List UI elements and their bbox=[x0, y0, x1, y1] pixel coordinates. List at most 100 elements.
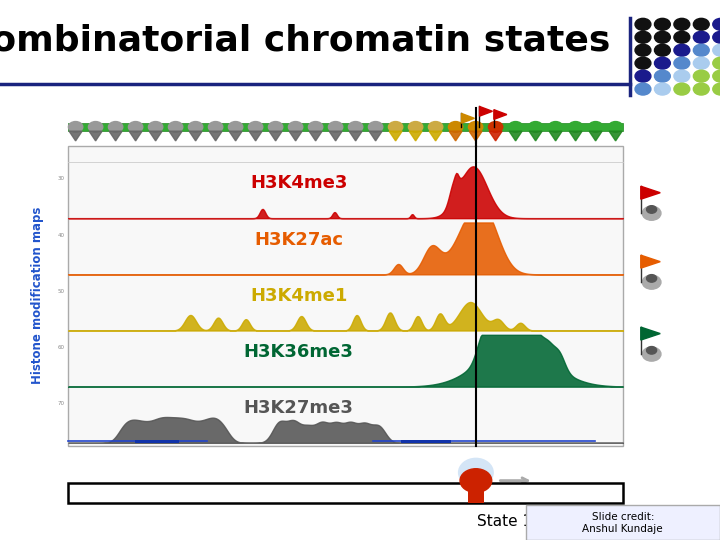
Polygon shape bbox=[469, 131, 482, 141]
Polygon shape bbox=[480, 106, 492, 116]
Circle shape bbox=[654, 70, 670, 82]
Circle shape bbox=[608, 122, 623, 132]
Polygon shape bbox=[329, 131, 342, 141]
Polygon shape bbox=[209, 131, 222, 141]
Polygon shape bbox=[249, 131, 262, 141]
Circle shape bbox=[654, 31, 670, 43]
Polygon shape bbox=[229, 131, 242, 141]
Circle shape bbox=[148, 122, 163, 132]
Polygon shape bbox=[569, 131, 582, 141]
Circle shape bbox=[635, 70, 651, 82]
Polygon shape bbox=[529, 131, 542, 141]
Polygon shape bbox=[641, 186, 660, 199]
Circle shape bbox=[642, 206, 661, 220]
Circle shape bbox=[89, 122, 103, 132]
Bar bbox=[401, 440, 451, 443]
Circle shape bbox=[189, 122, 203, 132]
Polygon shape bbox=[589, 131, 602, 141]
Circle shape bbox=[713, 44, 720, 56]
Circle shape bbox=[269, 122, 283, 132]
Circle shape bbox=[635, 57, 651, 69]
Circle shape bbox=[674, 44, 690, 56]
Polygon shape bbox=[269, 131, 282, 141]
Circle shape bbox=[168, 122, 183, 132]
Polygon shape bbox=[69, 131, 82, 141]
Polygon shape bbox=[409, 131, 422, 141]
Polygon shape bbox=[289, 131, 302, 141]
Circle shape bbox=[635, 31, 651, 43]
Polygon shape bbox=[109, 131, 122, 141]
Bar bbox=[526, 505, 720, 540]
Bar bbox=[68, 123, 623, 131]
Polygon shape bbox=[129, 131, 142, 141]
Polygon shape bbox=[349, 131, 362, 141]
Circle shape bbox=[369, 122, 383, 132]
Polygon shape bbox=[462, 113, 474, 123]
Polygon shape bbox=[509, 131, 522, 141]
Circle shape bbox=[654, 44, 670, 56]
Text: H3K4me3: H3K4me3 bbox=[250, 174, 348, 192]
Circle shape bbox=[449, 122, 463, 132]
Circle shape bbox=[713, 57, 720, 69]
Circle shape bbox=[208, 122, 222, 132]
Bar bbox=[68, 483, 623, 503]
Circle shape bbox=[508, 122, 523, 132]
Polygon shape bbox=[89, 131, 102, 141]
Circle shape bbox=[693, 44, 709, 56]
Ellipse shape bbox=[458, 458, 494, 488]
Text: H3K36me3: H3K36me3 bbox=[244, 343, 354, 361]
Text: Combinatorial chromatin states: Combinatorial chromatin states bbox=[0, 24, 611, 57]
Circle shape bbox=[469, 122, 483, 132]
Circle shape bbox=[635, 18, 651, 30]
Circle shape bbox=[528, 122, 543, 132]
Circle shape bbox=[460, 469, 492, 492]
Text: H3K27ac: H3K27ac bbox=[254, 231, 343, 248]
Text: 30: 30 bbox=[58, 177, 65, 181]
Polygon shape bbox=[641, 327, 660, 340]
Circle shape bbox=[549, 122, 563, 132]
Circle shape bbox=[693, 70, 709, 82]
Polygon shape bbox=[449, 131, 462, 141]
Polygon shape bbox=[309, 131, 322, 141]
Polygon shape bbox=[369, 131, 382, 141]
Circle shape bbox=[68, 122, 83, 132]
Bar bbox=[135, 440, 179, 443]
Circle shape bbox=[642, 275, 661, 289]
Circle shape bbox=[635, 83, 651, 95]
Circle shape bbox=[248, 122, 263, 132]
Polygon shape bbox=[641, 255, 660, 268]
Circle shape bbox=[289, 122, 303, 132]
Circle shape bbox=[588, 122, 603, 132]
Text: Slide credit:
Anshul Kundaje: Slide credit: Anshul Kundaje bbox=[582, 512, 663, 534]
Polygon shape bbox=[169, 131, 182, 141]
Polygon shape bbox=[494, 110, 507, 119]
Text: 40: 40 bbox=[58, 233, 65, 238]
Text: H3K27me3: H3K27me3 bbox=[244, 399, 354, 417]
Circle shape bbox=[328, 122, 343, 132]
Circle shape bbox=[647, 275, 657, 282]
Polygon shape bbox=[189, 131, 202, 141]
Circle shape bbox=[654, 83, 670, 95]
Circle shape bbox=[713, 18, 720, 30]
Polygon shape bbox=[549, 131, 562, 141]
Polygon shape bbox=[489, 131, 502, 141]
Circle shape bbox=[693, 57, 709, 69]
Text: State 1: State 1 bbox=[477, 514, 532, 529]
Circle shape bbox=[674, 57, 690, 69]
Circle shape bbox=[568, 122, 582, 132]
Circle shape bbox=[674, 70, 690, 82]
Circle shape bbox=[488, 122, 503, 132]
Polygon shape bbox=[389, 131, 402, 141]
Circle shape bbox=[713, 70, 720, 82]
Circle shape bbox=[647, 206, 657, 213]
Circle shape bbox=[308, 122, 323, 132]
Circle shape bbox=[674, 31, 690, 43]
Circle shape bbox=[674, 83, 690, 95]
Polygon shape bbox=[429, 131, 442, 141]
Bar bbox=[68, 146, 623, 446]
Circle shape bbox=[654, 57, 670, 69]
Circle shape bbox=[635, 44, 651, 56]
Circle shape bbox=[713, 31, 720, 43]
Circle shape bbox=[693, 83, 709, 95]
Circle shape bbox=[654, 18, 670, 30]
